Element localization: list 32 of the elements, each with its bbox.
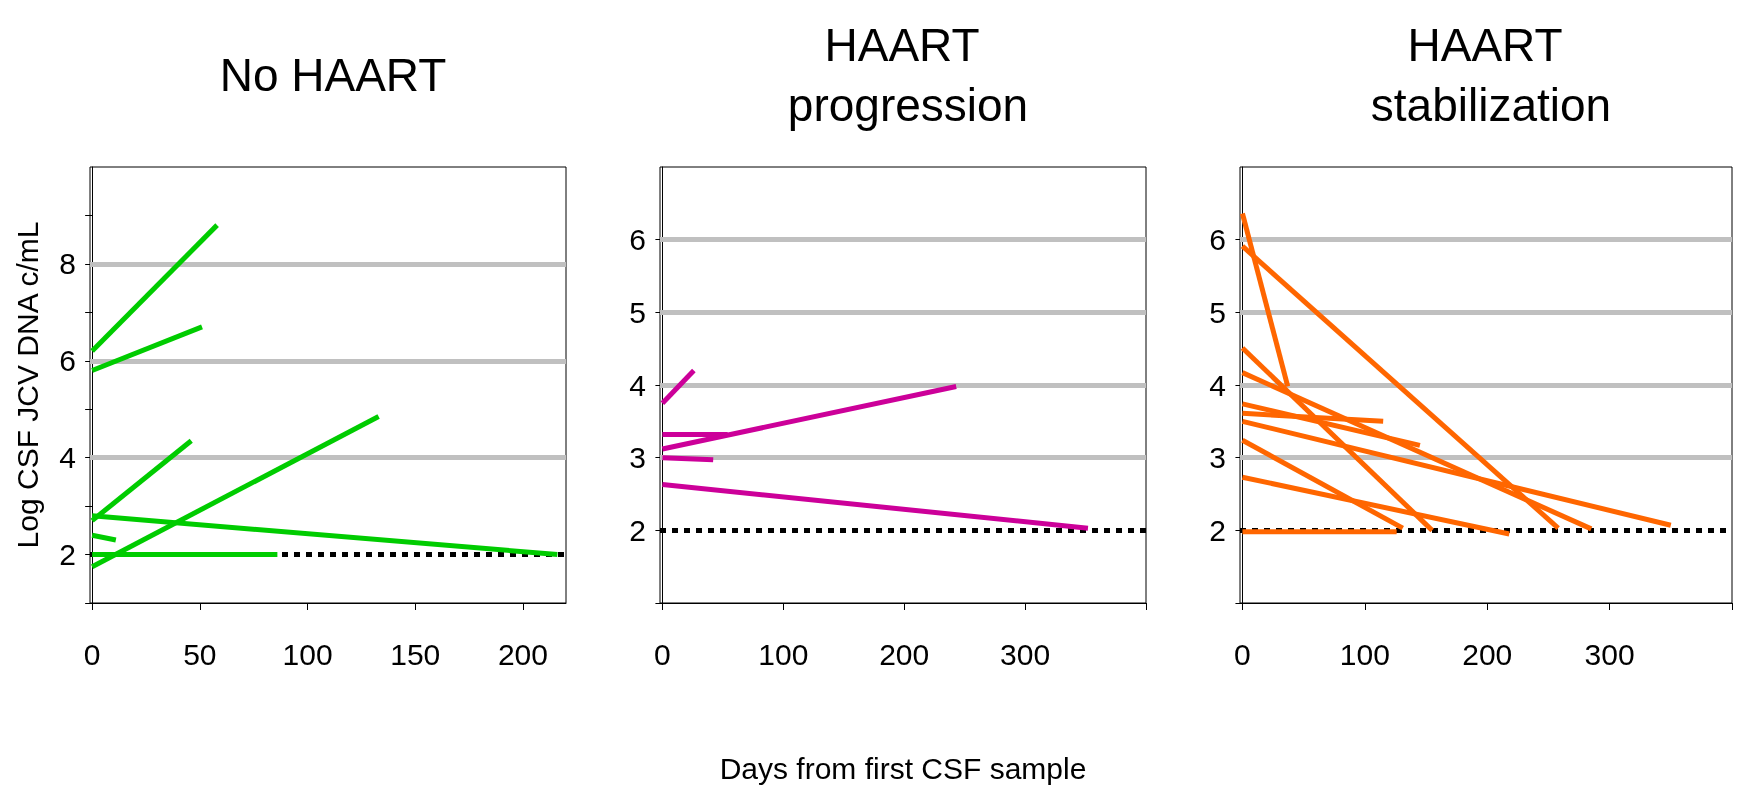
y-tick-label: 2 bbox=[629, 513, 646, 547]
x-tick-label: 200 bbox=[1462, 637, 1513, 671]
x-tick-label: 300 bbox=[1000, 637, 1051, 671]
x-tick-label: 50 bbox=[183, 637, 217, 671]
x-tick-label: 0 bbox=[1234, 637, 1251, 671]
x-axis-title: Days from first CSF sample bbox=[719, 751, 1087, 785]
y-tick-label: 2 bbox=[1209, 513, 1226, 547]
x-tick-label: 100 bbox=[758, 637, 809, 671]
y-tick-label: 6 bbox=[59, 344, 76, 378]
y-tick-label: 3 bbox=[1209, 441, 1226, 475]
x-tick-label: 150 bbox=[390, 637, 441, 671]
y-tick-label: 6 bbox=[629, 223, 646, 257]
y-tick-label: 4 bbox=[59, 441, 76, 475]
chart-title: No HAART bbox=[219, 49, 447, 101]
y-tick-label: 4 bbox=[629, 368, 646, 402]
x-tick-label: 200 bbox=[879, 637, 930, 671]
y-axis-title: Log CSF JCV DNA c/mL bbox=[10, 221, 44, 549]
y-tick-label: 6 bbox=[1209, 223, 1226, 257]
chart-title: HAART progression bbox=[787, 19, 1029, 131]
y-tick-label: 3 bbox=[629, 441, 646, 475]
y-tick-label: 8 bbox=[59, 247, 76, 281]
y-tick-label: 4 bbox=[1209, 368, 1226, 402]
y-tick-label: 2 bbox=[59, 538, 76, 572]
x-tick-label: 100 bbox=[282, 637, 333, 671]
x-tick-label: 0 bbox=[83, 637, 101, 671]
y-tick-label: 5 bbox=[629, 295, 646, 329]
x-tick-label: 200 bbox=[497, 637, 548, 671]
chart-title: HAART stabilization bbox=[1370, 19, 1612, 131]
x-tick-label: 100 bbox=[1339, 637, 1390, 671]
x-tick-label: 300 bbox=[1584, 637, 1635, 671]
y-tick-label: 5 bbox=[1209, 295, 1226, 329]
x-tick-label: 0 bbox=[654, 637, 671, 671]
